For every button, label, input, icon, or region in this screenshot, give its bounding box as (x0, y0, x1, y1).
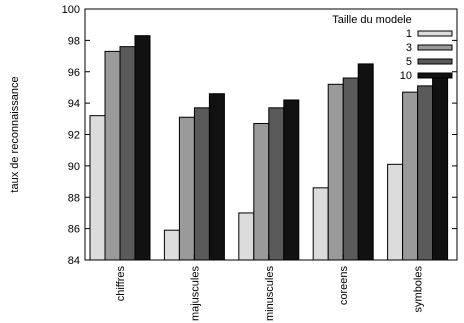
bar-coreens-1 (312, 187, 329, 261)
bar-symboles-5 (417, 85, 434, 261)
bar-minuscules-1 (238, 212, 255, 261)
legend-title: Taille du modele (332, 14, 412, 26)
y-tick-label: 86 (68, 224, 80, 236)
y-tick-label: 88 (68, 192, 80, 204)
x-tick-label: chiffres (115, 266, 127, 302)
bar-minuscules-10 (283, 99, 300, 261)
bar-symboles-3 (402, 91, 419, 261)
y-tick-label: 90 (68, 161, 80, 173)
legend-swatch (417, 72, 453, 79)
x-tick-label: majuscules (189, 266, 201, 322)
y-tick-label: 96 (68, 67, 80, 79)
bar-symboles-10 (432, 77, 449, 261)
y-tick-label: 94 (68, 98, 80, 110)
legend-label: 10 (400, 70, 412, 82)
legend: Taille du modele 1 3 5 10 (332, 14, 453, 82)
legend-swatch (417, 30, 453, 37)
bar-majuscules-5 (193, 107, 210, 261)
legend-swatch (417, 58, 453, 65)
bar-majuscules-3 (178, 116, 195, 261)
bar-coreens-10 (357, 63, 374, 261)
legend-label: 1 (406, 28, 412, 40)
bar-majuscules-10 (208, 93, 225, 261)
x-tick-label: symboles (413, 266, 425, 313)
x-tick-label: coreens (338, 266, 350, 306)
y-tick-label: 84 (68, 255, 80, 267)
legend-label: 3 (406, 42, 412, 54)
y-tick-label: 100 (62, 4, 80, 16)
bar-coreens-5 (342, 77, 359, 261)
x-tick-label: minuscules (264, 266, 276, 322)
legend-label: 5 (406, 56, 412, 68)
bar-coreens-3 (327, 83, 344, 261)
bar-symboles-1 (387, 163, 404, 261)
bar-chiffres-10 (134, 35, 151, 261)
y-tick-label: 98 (68, 35, 80, 47)
y-axis-label: taux de reconnaissance (9, 76, 21, 192)
bar-minuscules-5 (268, 107, 285, 261)
bar-majuscules-1 (163, 229, 180, 261)
y-tick-label: 92 (68, 130, 80, 142)
bar-chiffres-3 (104, 50, 121, 261)
bar-chiffres-1 (89, 115, 106, 261)
legend-swatch (417, 44, 453, 51)
bar-chiffres-5 (119, 46, 136, 261)
bar-minuscules-3 (253, 123, 270, 261)
